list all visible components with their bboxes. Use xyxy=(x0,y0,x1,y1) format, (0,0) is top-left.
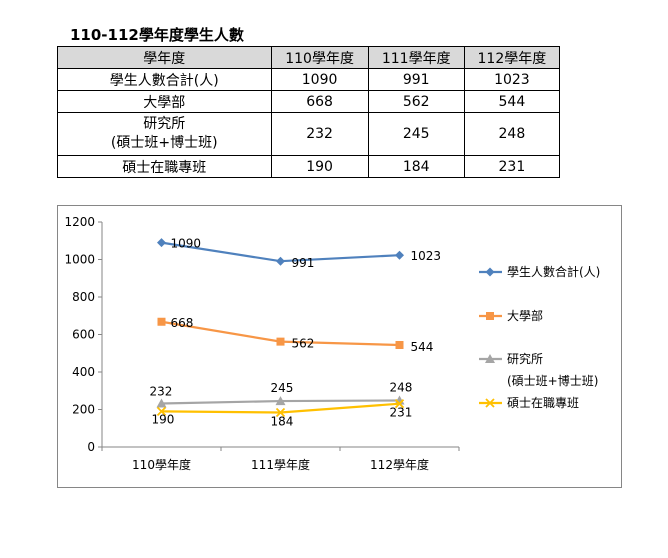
data-label: 245 xyxy=(271,381,294,395)
table-header: 112學年度 xyxy=(463,46,561,69)
data-point xyxy=(156,398,167,408)
data-point xyxy=(276,256,285,266)
table-row: 研究所 (碩士班+博士班) 232 245 248 xyxy=(57,112,561,156)
data-label: 184 xyxy=(271,415,294,429)
data-point xyxy=(157,238,166,248)
data-label: 231 xyxy=(390,406,413,420)
row-label: 學生人數合計(人) xyxy=(57,68,272,91)
data-point xyxy=(157,317,166,326)
table-cell: 248 xyxy=(463,112,561,156)
table-row: 大學部 668 562 544 xyxy=(57,90,561,113)
y-tick-label: 1000 xyxy=(64,253,95,267)
y-tick-label: 800 xyxy=(72,290,95,304)
data-label: 248 xyxy=(390,381,413,395)
data-point xyxy=(395,250,404,260)
data-point xyxy=(275,396,286,406)
data-label: 190 xyxy=(152,412,175,426)
legend-marker xyxy=(485,354,495,363)
table-cell: 232 xyxy=(270,112,369,156)
data-point xyxy=(275,407,286,418)
data-point xyxy=(394,399,405,409)
table-header: 110學年度 xyxy=(270,46,369,69)
x-tick-label: 110學年度 xyxy=(132,457,191,472)
data-point xyxy=(395,341,404,349)
table-title: 110-112學年度學生人數 xyxy=(70,26,244,44)
legend-label: 學生人數合計(人) xyxy=(507,264,600,279)
legend-marker xyxy=(485,267,495,277)
data-label: 544 xyxy=(411,340,434,354)
legend-marker xyxy=(486,312,494,320)
legend-marker xyxy=(485,398,495,408)
table-cell: 1023 xyxy=(463,68,561,91)
y-tick-label: 1200 xyxy=(64,215,95,229)
data-label: 562 xyxy=(292,337,315,351)
table-cell: 184 xyxy=(367,155,465,178)
data-label: 232 xyxy=(150,385,173,399)
data-label: 1090 xyxy=(171,237,202,251)
data-point xyxy=(156,406,167,417)
line-chart-svg: 0 200 400 600 800 1000 1200 110學年度 111學年度 112學年度 1… xyxy=(64,215,600,472)
line-chart: 0 200 400 600 800 1000 1200 110學年度 111學年度 112學年度 1… xyxy=(57,205,622,488)
table-row: 碩士在職專班 190 184 231 xyxy=(57,155,561,178)
data-point xyxy=(276,337,285,346)
table-cell: 231 xyxy=(463,155,561,178)
row-label: 大學部 xyxy=(57,90,272,113)
y-tick-label: 600 xyxy=(72,328,95,342)
table-cell: 668 xyxy=(270,90,369,113)
table-cell: 991 xyxy=(367,68,465,91)
legend-label: 大學部 xyxy=(507,308,543,323)
table-cell: 245 xyxy=(367,112,465,156)
table-header: 111學年度 xyxy=(367,46,465,69)
table-header: 學年度 xyxy=(57,46,272,69)
y-tick-label: 200 xyxy=(72,403,95,417)
table-row: 學生人數合計(人) 1090 991 1023 xyxy=(57,68,561,91)
legend-label: 碩士在職專班 xyxy=(507,396,579,410)
y-tick-label: 0 xyxy=(87,440,95,454)
data-label: 991 xyxy=(292,256,315,270)
data-label: 1023 xyxy=(411,249,442,263)
student-count-table: 學年度 110學年度 111學年度 112學年度 學生人數合計(人) 1090 … xyxy=(57,46,561,178)
row-label-line: 研究所 xyxy=(143,116,186,132)
x-tick-label: 112學年度 xyxy=(370,457,429,472)
legend-label: (碩士班+博士班) xyxy=(507,373,598,388)
x-tick-label: 111學年度 xyxy=(251,457,310,472)
legend-label: 研究所 xyxy=(507,351,543,366)
data-label: 668 xyxy=(171,316,194,330)
row-label: 研究所 (碩士班+博士班) xyxy=(57,112,272,156)
table-cell: 562 xyxy=(367,90,465,113)
row-label-line: (碩士班+博士班) xyxy=(110,135,218,151)
table-cell: 1090 xyxy=(270,68,369,91)
row-label: 碩士在職專班 xyxy=(57,155,272,178)
table-header-row: 學年度 110學年度 111學年度 112學年度 xyxy=(57,46,561,69)
y-tick-label: 400 xyxy=(72,365,95,379)
table-cell: 544 xyxy=(463,90,561,113)
table-cell: 190 xyxy=(270,155,369,178)
